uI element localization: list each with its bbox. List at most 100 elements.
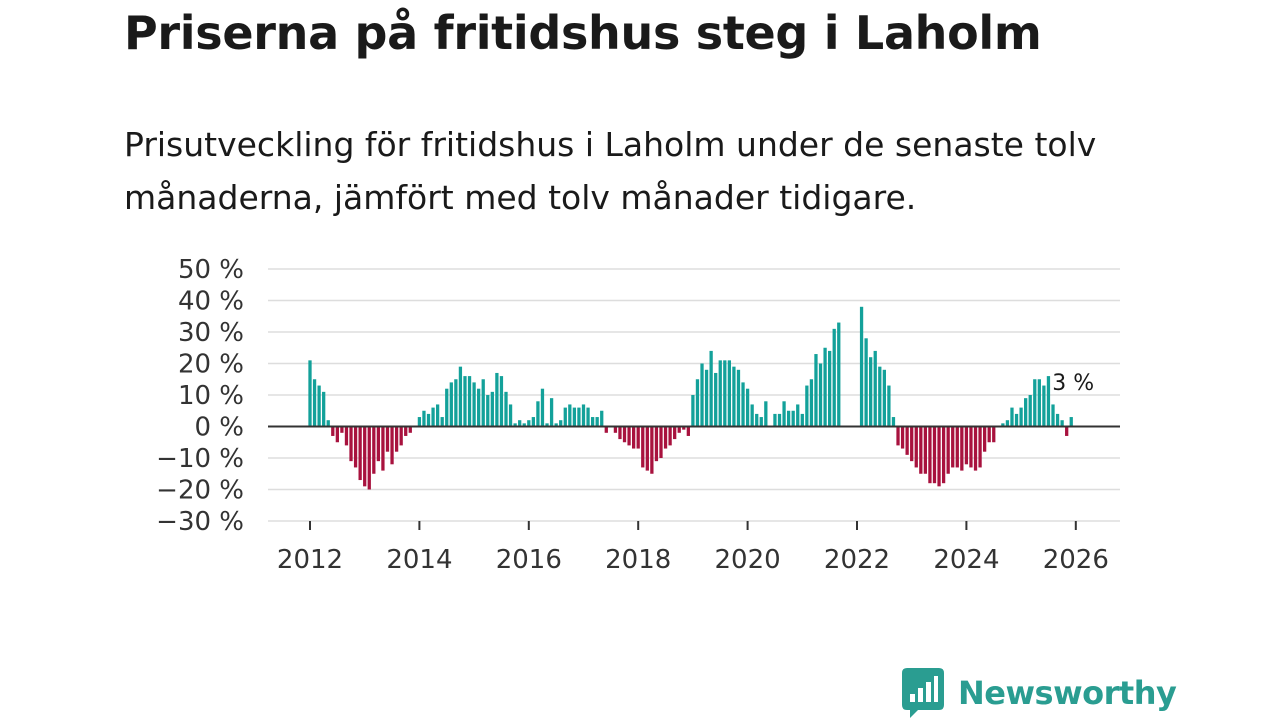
bar [946,426,950,474]
bar [919,426,923,474]
bar [809,379,814,427]
bar [358,426,362,481]
bar [987,426,991,443]
bar [650,426,654,474]
bar [499,376,504,427]
x-tick-label: 2012 [277,545,343,575]
bar [800,413,804,427]
bar [577,407,581,427]
bar [1060,420,1064,427]
bar [645,426,649,471]
x-tick-label: 2016 [496,545,562,575]
bar [600,410,604,427]
bar [1010,407,1014,427]
bar [404,426,408,436]
bar [832,328,836,427]
bar [312,379,317,427]
bar [727,360,732,427]
x-tick-label: 2024 [933,545,999,575]
bar [613,426,618,433]
bar [869,357,873,427]
bar [385,426,390,452]
bar [691,395,695,427]
label-layer: 50 %40 %30 %20 %10 %0 %−10 %−20 %−30 % 20… [156,255,1109,575]
bar [955,426,959,468]
newsworthy-chart-bubble-icon [902,668,944,718]
bar [1024,398,1028,427]
bar [837,322,841,427]
x-tick-label: 2020 [715,545,781,575]
bar [408,426,412,433]
bar [622,426,627,443]
bar [1005,420,1010,427]
bar [973,426,978,471]
bar [704,369,709,427]
bar [951,426,955,468]
bar [782,401,786,427]
last-value-label: 3 % [1052,371,1094,396]
bar [745,388,750,427]
bar [1014,413,1019,427]
bar [572,407,577,427]
bar [636,426,640,449]
bar [390,426,394,465]
x-tick-label: 2022 [824,545,890,575]
chart-subtitle: Prisutveckling för fritidshus i Laholm u… [124,125,1097,217]
bar [982,426,987,452]
bar [545,423,549,427]
bar [344,426,349,446]
y-tick-label: 30 % [178,318,244,348]
bar [554,423,558,427]
bar [308,360,312,427]
bar [454,379,458,427]
bar [1069,417,1073,427]
bar [960,426,964,471]
bar [668,426,672,446]
bar [641,426,645,468]
chart-title: Priserna på fritidshus steg i Laholm [124,6,1042,60]
brand-name: Newsworthy [958,674,1177,712]
bar [923,426,928,474]
bar [618,426,622,440]
bar [878,366,882,427]
x-tick-label: 2014 [386,545,452,575]
bar-layer [308,306,1073,490]
bar [773,413,777,427]
bar [937,426,941,487]
bar [823,347,827,427]
bar [322,391,326,427]
bar [714,372,718,427]
bar [627,426,631,446]
bar [992,426,996,443]
bar [531,417,535,427]
bar [335,426,339,443]
bar [736,369,741,427]
bar [741,382,745,427]
bar [682,426,686,430]
bar [969,426,973,468]
bar [978,426,982,468]
bar [518,420,522,427]
bar [340,426,344,433]
bar [363,426,367,487]
bar [1028,395,1032,427]
bar [440,417,444,427]
bar [435,404,440,427]
y-tick-label: 0 % [194,413,244,443]
bar [632,426,636,449]
bar [495,372,499,427]
bar [900,426,905,449]
bar [1033,379,1037,427]
bar [331,426,335,436]
bar [490,391,494,427]
bar [568,404,572,427]
bar [508,404,513,427]
bar [367,426,371,490]
newsworthy-logo: Newsworthy [902,668,1177,718]
bar [791,410,795,427]
y-tick-label: −10 % [156,444,244,474]
bar [504,391,508,427]
bar [695,379,700,427]
bar [732,366,736,427]
bar [317,385,321,427]
